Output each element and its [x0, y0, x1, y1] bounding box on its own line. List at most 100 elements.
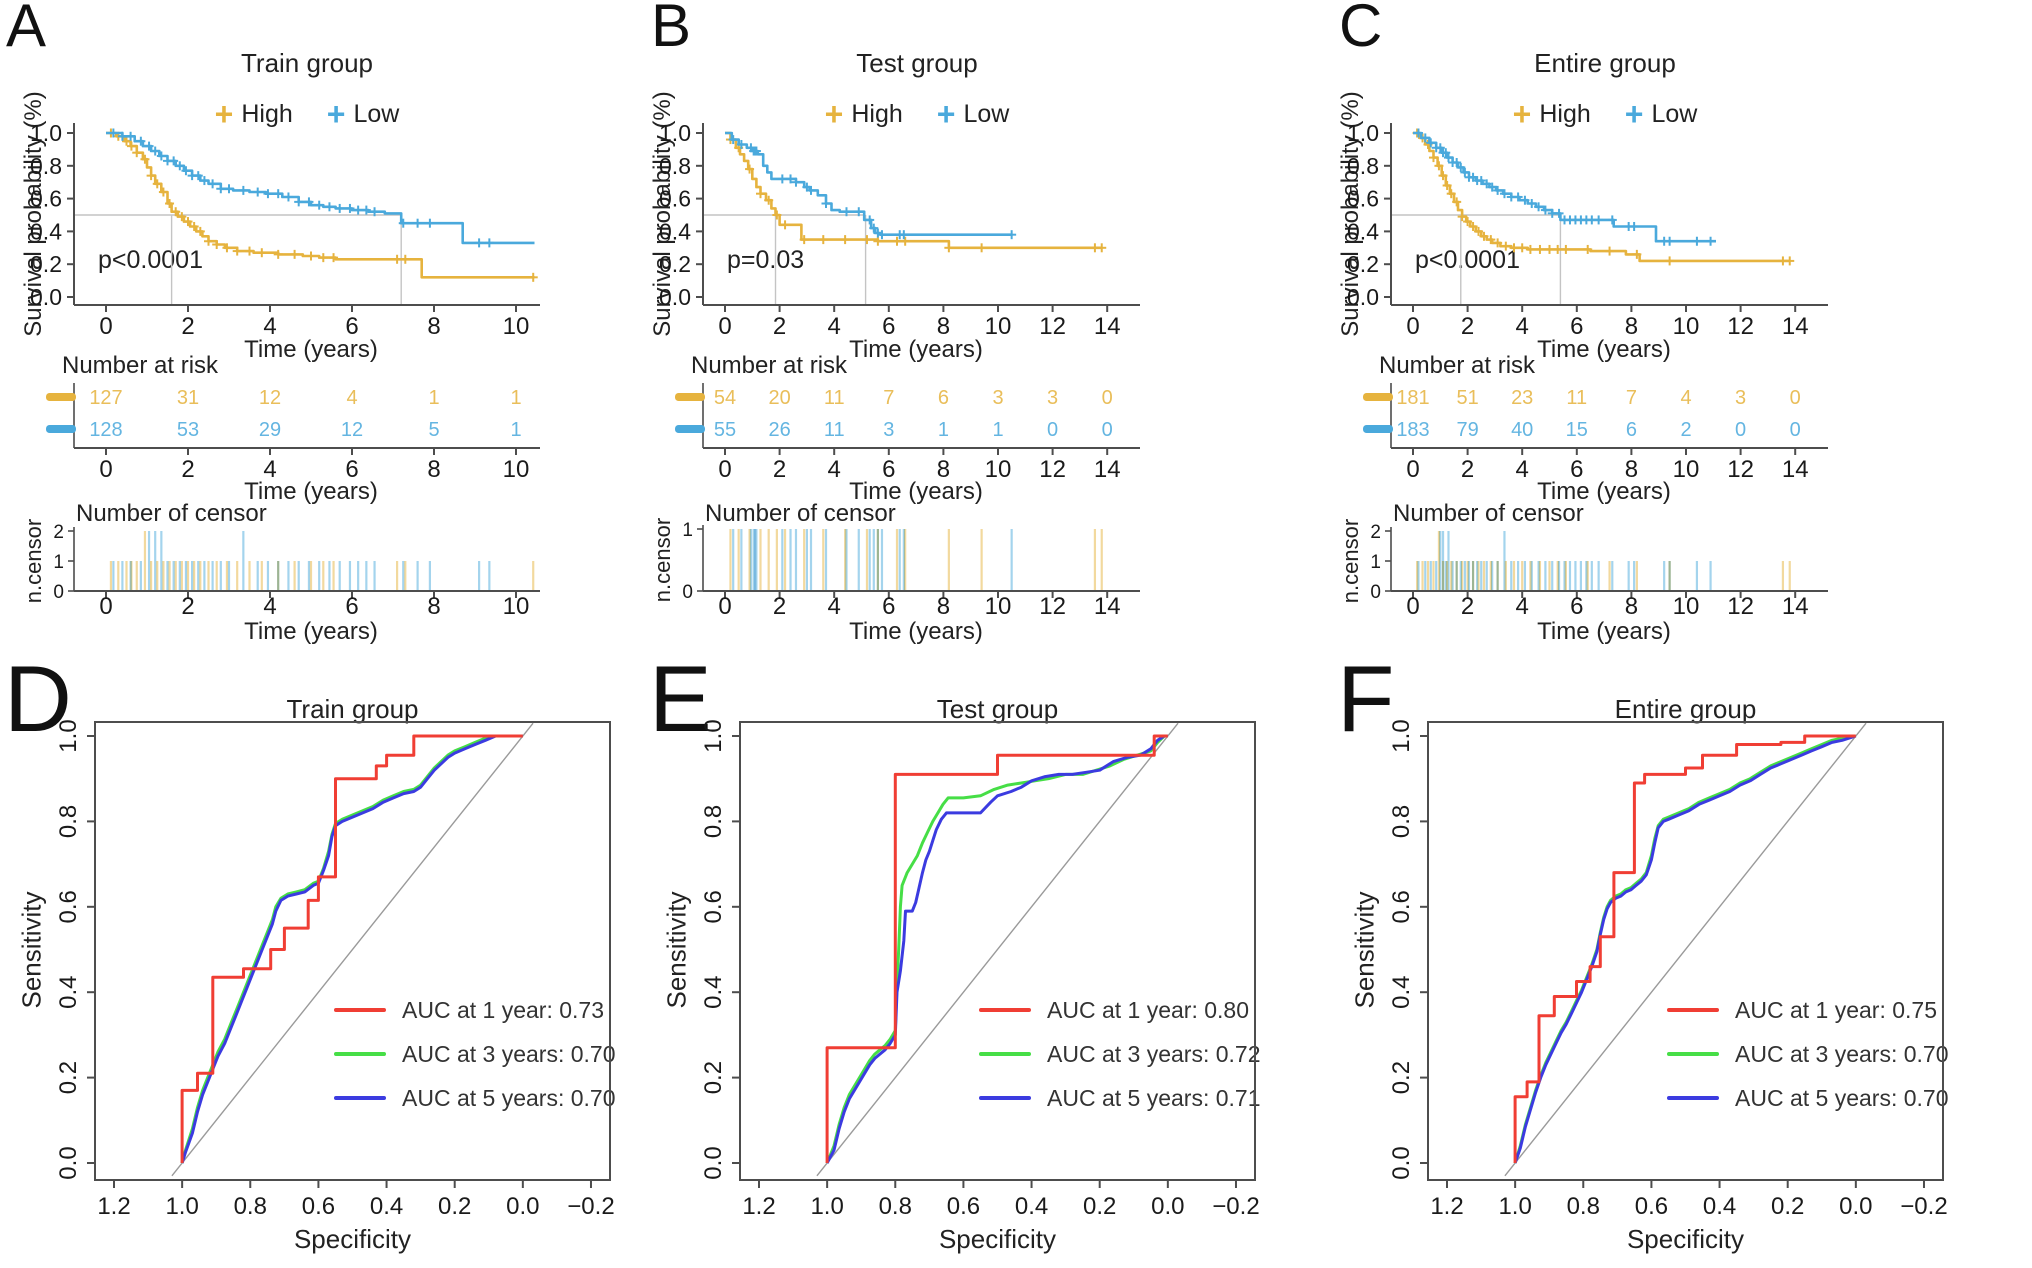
- y-tick-label: 0.4: [30, 218, 62, 244]
- censor-bar-high: [180, 561, 183, 591]
- risk-count: 15: [1566, 419, 1588, 441]
- y-tick-label: 0.2: [55, 1061, 82, 1094]
- risk-x-tick-label: 14: [1094, 456, 1121, 483]
- x-tick-label: 0: [718, 313, 731, 340]
- censor-bar-high: [1489, 561, 1492, 591]
- panel-title: Train group: [241, 48, 373, 78]
- x-tick-label: 1.2: [742, 1193, 775, 1220]
- x-axis-title: Specificity: [293, 1224, 412, 1254]
- y-tick-label: 0.4: [700, 976, 727, 1009]
- x-tick-label: 8: [937, 313, 950, 340]
- risk-count: 11: [824, 387, 845, 409]
- legend-label-high: High: [1539, 99, 1591, 128]
- censor-bar-high: [156, 561, 159, 591]
- censor-bar-low: [307, 561, 311, 591]
- risk-table-heading: Number at risk: [1379, 352, 1536, 379]
- censor-bar-high: [199, 561, 202, 591]
- censor-bar-low: [1010, 529, 1013, 591]
- censor-bar-low: [1523, 561, 1527, 591]
- censor-bar-high: [904, 529, 907, 591]
- censor-plot-heading: Number of censor: [1393, 500, 1584, 527]
- risk-count: 5: [428, 419, 439, 441]
- risk-count: 12: [341, 419, 363, 441]
- risk-x-tick-label: 8: [427, 456, 440, 483]
- x-tick-label: 10: [985, 313, 1012, 340]
- censor-bar-low: [297, 561, 300, 591]
- censor-y-tick-label: 0: [53, 582, 64, 603]
- risk-count: 0: [1102, 419, 1113, 441]
- auc-label-5yr: AUC at 5 years: 0.70: [402, 1084, 616, 1111]
- censor-bar-low: [1435, 561, 1438, 591]
- risk-count: 26: [768, 419, 790, 441]
- censor-bar-low: [1668, 561, 1671, 591]
- y-tick-label: 0.4: [1347, 218, 1379, 244]
- censor-bar-high: [895, 529, 899, 591]
- panel-A: A Train group + High + Low Survival probab…: [0, 0, 645, 660]
- censor-bar-high: [396, 561, 399, 591]
- km-legend: + High + Low: [703, 96, 1131, 132]
- censor-bar-low: [845, 529, 848, 591]
- censor-bar-low: [1627, 561, 1630, 591]
- censor-bar-low: [1544, 561, 1547, 591]
- roc-3yr-line-icon: [334, 1052, 386, 1056]
- panel-title: Entire group: [1534, 48, 1676, 78]
- risk-x-tick-label: 4: [828, 456, 841, 483]
- censor-x-tick-label: 4: [1516, 593, 1529, 620]
- censor-bar-high: [1538, 561, 1542, 591]
- risk-x-tick-label: 6: [345, 456, 358, 483]
- censor-bar-low: [753, 529, 757, 591]
- y-tick-label: 0.0: [1388, 1146, 1415, 1179]
- auc-legend-item-5yr: AUC at 5 years: 0.71: [979, 1076, 1261, 1120]
- y-tick-label: 0.8: [1388, 805, 1415, 838]
- y-tick-label: 0.6: [30, 186, 62, 212]
- risk-count: 0: [1102, 387, 1113, 409]
- censor-bar-low: [112, 561, 115, 591]
- censor-x-tick-label: 8: [427, 593, 440, 620]
- risk-count: 11: [1566, 387, 1587, 409]
- risk-count: 6: [938, 387, 949, 409]
- km-curve-high: [725, 131, 1102, 250]
- y-tick-label: 0.0: [659, 284, 691, 310]
- legend-item-low: + Low: [1625, 98, 1698, 130]
- legend-item-low: + Low: [327, 98, 400, 130]
- risk-count: 54: [714, 387, 736, 409]
- x-tick-label: 2: [1461, 313, 1474, 340]
- censor-bar-high: [322, 561, 325, 591]
- x-tick-label: 12: [1727, 313, 1754, 340]
- roc-curve-1yr: [1513, 734, 1856, 1163]
- censor-bar-high: [1450, 561, 1453, 591]
- x-tick-label: 8: [427, 313, 440, 340]
- panel-C: C Entire group + High + Low Survival proba…: [1333, 0, 2032, 660]
- y-tick-label: 0.4: [1388, 976, 1415, 1009]
- y-tick-label: 0.8: [30, 153, 62, 179]
- auc-label-1yr: AUC at 1 year: 0.75: [1735, 996, 1937, 1023]
- y-tick-label: 0.6: [1388, 890, 1415, 923]
- censor-bar-high: [947, 529, 950, 591]
- censor-bar-low: [1496, 561, 1499, 591]
- x-tick-label: 0.6: [947, 1193, 980, 1220]
- x-tick-label: 0: [99, 313, 112, 340]
- y-tick-label: 0.8: [659, 153, 691, 179]
- auc-legend-item-3yr: AUC at 3 years: 0.72: [979, 1032, 1261, 1076]
- panel-title: Entire group: [1614, 694, 1757, 724]
- auc-legend-item-3yr: AUC at 3 years: 0.70: [334, 1032, 616, 1076]
- censor-bar-high: [1512, 561, 1516, 591]
- y-tick-label: 1.0: [30, 120, 62, 146]
- auc-label-5yr: AUC at 5 years: 0.70: [1735, 1084, 1949, 1111]
- km-curve-low: [1413, 131, 1716, 243]
- censor-y-tick-label: 2: [53, 522, 64, 543]
- censor-bar-low: [902, 529, 905, 591]
- y-tick-label: 0.4: [659, 218, 691, 244]
- censor-bar-low: [732, 529, 735, 591]
- risk-count: 23: [1511, 387, 1533, 409]
- panel-E: E Test group Sensitivity Specificity AUC…: [645, 652, 1333, 1268]
- censor-x-tick-label: 2: [1461, 593, 1474, 620]
- censor-bar-low: [880, 529, 884, 591]
- censor-x-tick-label: 10: [985, 593, 1012, 620]
- censor-bar-low: [898, 529, 901, 591]
- censor-bar-low: [357, 561, 360, 591]
- y-tick-label: 1.0: [1388, 719, 1415, 752]
- panel-letter: D: [4, 646, 72, 751]
- censor-bar-high: [783, 529, 787, 591]
